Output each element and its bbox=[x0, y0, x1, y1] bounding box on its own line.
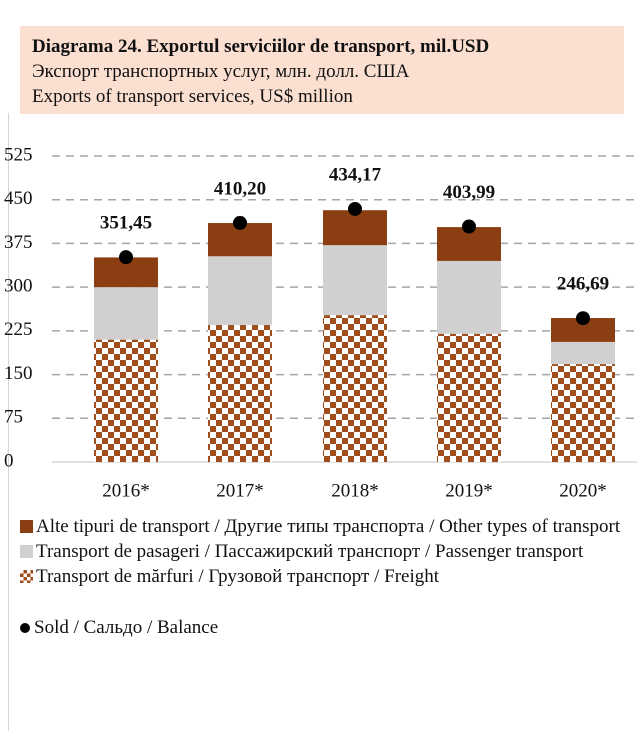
legend-swatch bbox=[20, 520, 33, 533]
x-tick-label: 2018* bbox=[331, 480, 379, 501]
chart: 0 75 150 225 300 375 450 525 2016* 2017* 2018* 2019… bbox=[4, 144, 637, 501]
y-tick-label: 225 bbox=[4, 319, 33, 340]
balance-dot bbox=[576, 311, 590, 326]
legend-item: Alte tipuri de transport / Другие типы т… bbox=[20, 514, 632, 539]
legend-swatch bbox=[20, 545, 33, 558]
legend-item: Sold / Сальдо / Balance bbox=[20, 615, 632, 640]
bar-segment bbox=[437, 260, 501, 334]
legend-item: Transport de mărfuri / Грузовой транспор… bbox=[20, 564, 632, 589]
legend-item: Transport de pasageri / Пассажирский тра… bbox=[20, 539, 632, 564]
title-box: Diagrama 24. Exportul serviciilor de tra… bbox=[20, 26, 624, 114]
legend-label: Transport de pasageri / Пассажирский тра… bbox=[36, 541, 584, 562]
bar-segment bbox=[551, 318, 615, 342]
subtitle: Экспорт транспортных услуг, млн. долл. С… bbox=[32, 61, 410, 82]
balance-dot bbox=[233, 215, 247, 230]
value-label: 246,69 bbox=[557, 274, 609, 295]
bar-segment bbox=[323, 315, 387, 462]
bar-segment bbox=[208, 256, 272, 326]
value-label: 434,17 bbox=[329, 164, 382, 185]
y-tick-label: 300 bbox=[4, 276, 33, 297]
bar-segment bbox=[94, 339, 158, 462]
value-label: 403,99 bbox=[443, 182, 495, 203]
balance-dot bbox=[462, 219, 476, 234]
x-tick-label: 2016* bbox=[102, 480, 150, 501]
balance-dot bbox=[348, 201, 362, 216]
value-label: 410,20 bbox=[214, 178, 266, 199]
frame-line bbox=[8, 113, 9, 731]
y-tick-label: 375 bbox=[4, 232, 33, 253]
chart-title: Diagrama 24. Exportul serviciilor de tra… bbox=[32, 36, 490, 57]
bar-segment bbox=[551, 364, 615, 462]
bar-segment bbox=[94, 287, 158, 340]
legend-label: Transport de mărfuri / Грузовой транспор… bbox=[36, 566, 440, 587]
legend: Alte tipuri de transport / Другие типы т… bbox=[20, 514, 632, 640]
x-tick-label: 2020* bbox=[559, 480, 607, 501]
legend-label: Sold / Сальдо / Balance bbox=[34, 617, 219, 638]
y-tick-label: 525 bbox=[4, 144, 33, 165]
y-tick-label: 450 bbox=[4, 188, 33, 209]
bar-segment bbox=[323, 245, 387, 316]
legend-swatch bbox=[20, 623, 30, 633]
legend-swatch bbox=[20, 570, 33, 583]
bar-segment bbox=[437, 333, 501, 462]
value-label: 351,45 bbox=[100, 213, 152, 234]
bar-segment bbox=[551, 341, 615, 365]
legend-label: Alte tipuri de transport / Другие типы т… bbox=[36, 516, 621, 537]
y-tick-label: 0 bbox=[4, 450, 14, 471]
y-tick-label: 150 bbox=[4, 363, 33, 384]
subtitle: Exports of transport services, US$ milli… bbox=[32, 86, 353, 107]
bar-segment bbox=[323, 210, 387, 246]
y-tick-label: 75 bbox=[4, 407, 23, 428]
balance-dot bbox=[119, 250, 133, 265]
bar-segment bbox=[208, 325, 272, 462]
x-tick-label: 2017* bbox=[216, 480, 264, 501]
x-tick-label: 2019* bbox=[445, 480, 493, 501]
